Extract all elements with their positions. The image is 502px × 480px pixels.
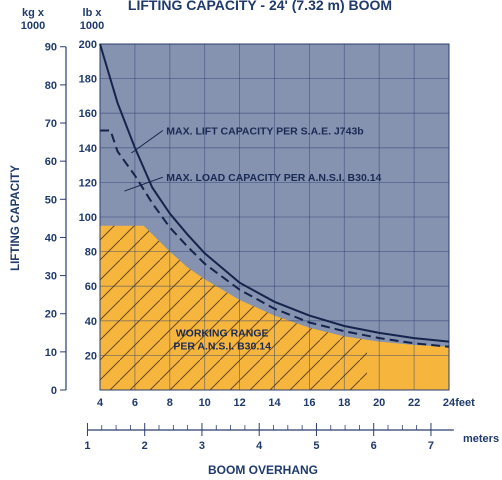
ansi-leader-line [124, 176, 163, 192]
plot-area [99, 43, 450, 391]
feet-tick-4: 4 [97, 397, 104, 409]
kg-tick-20: 20 [45, 309, 57, 321]
sae-annotation: MAX. LIFT CAPACITY PER S.A.E. J743b [166, 126, 363, 138]
sae-leader-line [131, 130, 164, 154]
kg-tick-60: 60 [45, 156, 57, 168]
feet-tick-22: 22 [408, 397, 420, 409]
kg-tick-30: 30 [45, 271, 57, 283]
lb-tick-40: 40 [85, 316, 97, 328]
meters-tick-5: 5 [313, 440, 319, 452]
feet-tick-24: 24 [443, 397, 456, 409]
meters-unit-label: meters [463, 433, 499, 445]
lb-tick-140: 140 [79, 143, 97, 155]
y-axis-label: LIFTING CAPACITY [10, 165, 22, 271]
svg-text:1000: 1000 [80, 20, 104, 32]
annotations: MAX. LIFT CAPACITY PER S.A.E. J743b MAX. … [124, 126, 382, 352]
ansi-load-curve [100, 129, 450, 348]
meters-tick-3: 3 [199, 440, 205, 452]
y-unit-lb: lb x 1000 [80, 7, 104, 32]
meters-tick-4: 4 [256, 440, 263, 452]
x-axis-label: BOOM OVERHANG [208, 463, 318, 477]
feet-tick-18: 18 [338, 397, 350, 409]
feet-unit-label: feet [455, 397, 475, 409]
meters-axis: 1 2 3 4 5 6 7 [84, 423, 454, 452]
lb-tick-labels: 20 40 60 80 100 120 140 160 180 200 [79, 39, 97, 362]
sae-lift-curve [99, 43, 450, 343]
feet-tick-8: 8 [167, 397, 173, 409]
kg-tick-80: 80 [45, 80, 57, 92]
meters-tick-2: 2 [142, 440, 148, 452]
lb-tick-120: 120 [79, 177, 97, 189]
kg-axis: 0 10 20 30 40 50 60 70 80 90 [45, 42, 67, 397]
lb-tick-100: 100 [79, 212, 97, 224]
ansi-annotation: MAX. LOAD CAPACITY PER A.N.S.I. B30.14 [166, 172, 381, 184]
svg-text:lb x: lb x [83, 7, 103, 19]
svg-text:1000: 1000 [21, 20, 45, 32]
meters-tick-1: 1 [84, 440, 90, 452]
feet-tick-20: 20 [373, 397, 385, 409]
meters-tick-6: 6 [371, 440, 377, 452]
feet-tick-14: 14 [268, 397, 281, 409]
kg-tick-70: 70 [45, 118, 57, 130]
meters-tick-7: 7 [428, 440, 434, 452]
kg-tick-40: 40 [45, 232, 57, 244]
y-unit-kg: kg x 1000 [21, 7, 45, 32]
plot-frame [99, 43, 450, 391]
svg-text:kg x: kg x [22, 7, 45, 19]
lb-tick-60: 60 [85, 281, 97, 293]
curves [99, 43, 450, 348]
kg-tick-50: 50 [45, 194, 57, 206]
kg-tick-0: 0 [51, 385, 57, 397]
lb-tick-20: 20 [85, 350, 97, 362]
lb-tick-180: 180 [79, 74, 97, 86]
feet-tick-labels: 4 6 8 10 12 14 16 18 20 22 24 [97, 397, 456, 409]
lb-tick-160: 160 [79, 108, 97, 120]
kg-tick-90: 90 [45, 42, 57, 54]
lb-tick-80: 80 [85, 247, 97, 259]
feet-tick-12: 12 [233, 397, 245, 409]
working-range-hatch [100, 225, 367, 390]
feet-tick-16: 16 [303, 397, 315, 409]
feet-tick-6: 6 [132, 397, 138, 409]
lb-tick-200: 200 [79, 39, 97, 51]
feet-tick-10: 10 [199, 397, 211, 409]
chart-title: LIFTING CAPACITY - 24' (7.32 m) BOOM [128, 0, 392, 13]
working-range-annotation: WORKING RANGE PER A.N.S.I. B30.14 [173, 327, 271, 352]
kg-tick-10: 10 [45, 347, 57, 359]
